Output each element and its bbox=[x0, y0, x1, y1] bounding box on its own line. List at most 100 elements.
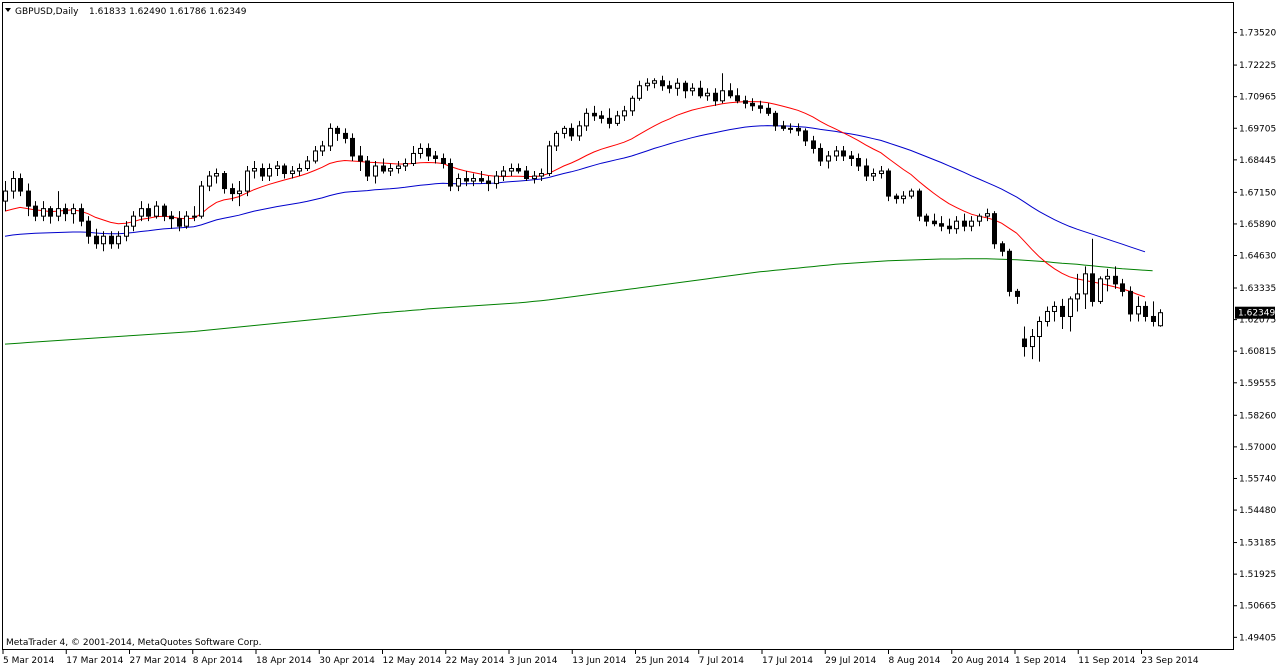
candle bbox=[871, 168, 876, 182]
candle bbox=[350, 133, 355, 161]
candle-body-bear bbox=[358, 155, 363, 162]
candle bbox=[985, 208, 990, 222]
candle-body-bull bbox=[403, 162, 408, 167]
candle bbox=[252, 160, 257, 179]
candle-body-bull bbox=[56, 208, 61, 217]
candle-body-bear bbox=[109, 235, 114, 245]
candle bbox=[705, 88, 710, 101]
y-tick-label: 1.63335 bbox=[1239, 284, 1276, 294]
candle-body-bear bbox=[660, 80, 665, 87]
candle bbox=[365, 155, 370, 182]
candle-body-bear bbox=[992, 213, 997, 245]
candle bbox=[1158, 309, 1163, 327]
candle-body-bull bbox=[290, 170, 295, 175]
candle-body-bear bbox=[441, 157, 446, 164]
candle-body-bear bbox=[811, 140, 816, 149]
plot-area-border bbox=[2, 2, 1234, 650]
candle bbox=[320, 140, 325, 156]
candle-body-bull bbox=[1136, 305, 1141, 315]
candle-body-bear bbox=[448, 162, 453, 187]
candle-body-bull bbox=[1075, 293, 1080, 300]
candle-body-bull bbox=[1045, 310, 1050, 322]
candle-body-bull bbox=[388, 168, 393, 172]
y-tick-label: 1.59555 bbox=[1239, 379, 1276, 389]
candle bbox=[1030, 329, 1035, 360]
x-tick-label: 18 Apr 2014 bbox=[256, 656, 312, 666]
candle bbox=[290, 166, 295, 179]
candle bbox=[222, 171, 227, 194]
candle bbox=[18, 173, 23, 197]
candle-body-bear bbox=[766, 107, 771, 114]
candle-body-bear bbox=[667, 85, 672, 89]
candle bbox=[584, 108, 589, 131]
candle bbox=[1037, 316, 1042, 362]
candle-body-bear bbox=[230, 188, 235, 195]
candle bbox=[3, 181, 8, 212]
candle bbox=[426, 143, 431, 161]
candle-body-bull bbox=[252, 168, 257, 172]
candle bbox=[1060, 298, 1065, 330]
y-tick-label: 1.49405 bbox=[1239, 633, 1276, 643]
candle-body-bear bbox=[169, 215, 174, 220]
candle-body-bull bbox=[275, 165, 280, 170]
candle bbox=[924, 213, 929, 227]
candle-body-bull bbox=[1158, 312, 1163, 327]
candle-body-bear bbox=[381, 165, 386, 172]
candle-body-bear bbox=[781, 125, 786, 129]
y-tick-label: 1.65890 bbox=[1239, 220, 1276, 230]
candle bbox=[162, 203, 167, 222]
candle bbox=[116, 231, 121, 249]
candle-body-bull bbox=[901, 195, 906, 200]
candle-body-bull bbox=[720, 90, 725, 102]
candle bbox=[1090, 238, 1095, 307]
candle bbox=[1083, 266, 1088, 309]
candle-body-bear bbox=[1000, 243, 1005, 252]
candle bbox=[909, 188, 914, 199]
candle bbox=[381, 158, 386, 174]
current-price-marker: 1.62349 bbox=[1235, 306, 1275, 319]
candle bbox=[1068, 296, 1073, 332]
candle-body-bear bbox=[947, 225, 952, 230]
chart-menu-triangle-icon[interactable] bbox=[5, 8, 11, 12]
candle-body-bull bbox=[207, 175, 212, 187]
candle-body-bull bbox=[690, 87, 695, 92]
x-tick-label: 1 Sep 2014 bbox=[1015, 656, 1067, 666]
candle-body-bull bbox=[373, 165, 378, 177]
current-price-label: 1.62349 bbox=[1238, 309, 1275, 319]
candle bbox=[977, 213, 982, 227]
candle bbox=[622, 105, 627, 121]
y-tick-label: 1.60815 bbox=[1239, 347, 1276, 357]
candle bbox=[124, 221, 129, 242]
candle bbox=[788, 123, 793, 134]
candle-body-bear bbox=[79, 208, 84, 222]
candle-body-bear bbox=[750, 102, 755, 107]
candle bbox=[494, 171, 499, 189]
candle bbox=[411, 145, 416, 167]
candle bbox=[547, 140, 552, 177]
candle-body-bull bbox=[192, 215, 197, 218]
candle-body-bull bbox=[539, 173, 544, 177]
candle bbox=[1007, 248, 1012, 297]
candle bbox=[894, 193, 899, 204]
candle-body-bull bbox=[71, 208, 76, 215]
x-tick-label: 30 Apr 2014 bbox=[319, 656, 375, 666]
candle bbox=[403, 158, 408, 172]
candle-body-bull bbox=[245, 170, 250, 192]
candle bbox=[1113, 266, 1118, 289]
candle bbox=[1143, 301, 1148, 322]
candle-body-bear bbox=[735, 95, 740, 102]
time-axis: 5 Mar 2014 17 Mar 2014 27 Mar 2014 8 Apr 20… bbox=[2, 650, 1199, 666]
candle-body-bear bbox=[864, 165, 869, 177]
price-axis: 1.73520 1.72225 1.70965 1.69705 1.68445 1.671… bbox=[1233, 29, 1276, 643]
candle bbox=[728, 83, 733, 99]
candle bbox=[683, 80, 688, 99]
candle-body-bull bbox=[547, 145, 552, 175]
candle-body-bear bbox=[177, 218, 182, 227]
candle-body-bull bbox=[645, 82, 650, 87]
candle bbox=[471, 173, 476, 187]
candle bbox=[139, 201, 144, 222]
candle-body-bear bbox=[433, 155, 438, 159]
y-tick-label: 1.55740 bbox=[1239, 474, 1276, 484]
candle bbox=[79, 203, 84, 227]
